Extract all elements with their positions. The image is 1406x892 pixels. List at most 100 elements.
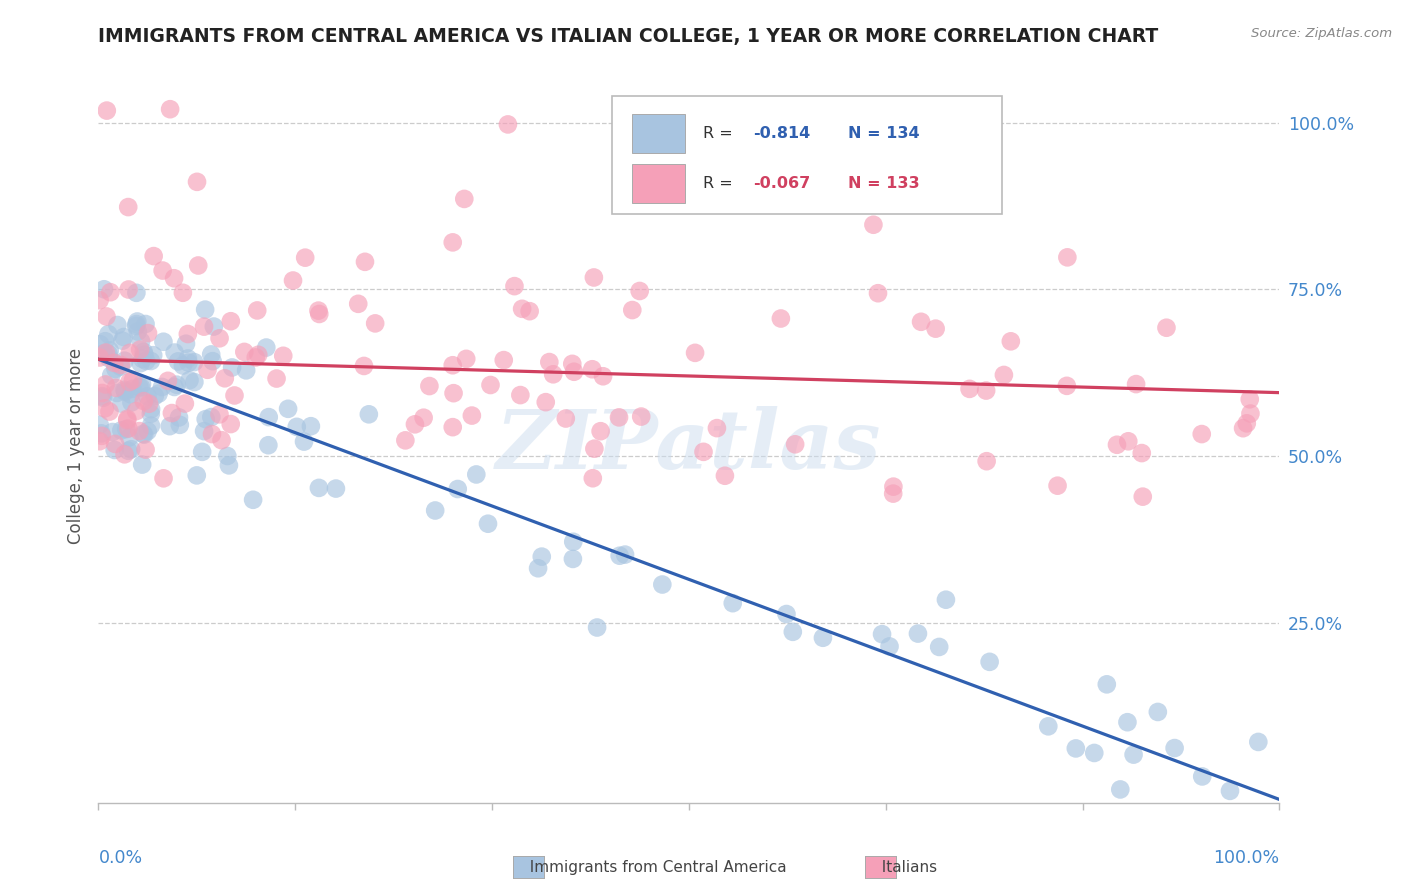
Point <box>111 334 134 348</box>
Point <box>115 422 138 436</box>
Point <box>127 325 149 339</box>
Point <box>129 356 152 370</box>
Point <box>104 437 127 451</box>
Point <box>447 482 470 496</box>
Point <box>117 412 139 426</box>
Point <box>94 334 117 349</box>
Point <box>418 379 440 393</box>
Point <box>131 458 153 472</box>
Point <box>443 386 465 401</box>
Point <box>589 424 612 438</box>
Point <box>1116 434 1139 449</box>
Point <box>152 471 174 485</box>
Point <box>152 263 174 277</box>
Point <box>364 317 387 331</box>
Point <box>607 410 630 425</box>
Point <box>294 251 316 265</box>
Point <box>592 369 614 384</box>
Point <box>866 286 889 301</box>
Point <box>503 279 526 293</box>
Point <box>582 270 605 285</box>
Text: Source: ZipAtlas.com: Source: ZipAtlas.com <box>1251 27 1392 40</box>
Point <box>208 331 231 345</box>
Point <box>441 420 464 434</box>
Point <box>131 376 153 391</box>
Point <box>979 655 1001 669</box>
Point <box>118 375 141 389</box>
Point <box>1105 438 1128 452</box>
Point <box>183 375 205 389</box>
Point <box>1239 407 1261 421</box>
Text: N = 133: N = 133 <box>848 176 920 191</box>
Point <box>1163 741 1185 756</box>
Point <box>101 425 124 439</box>
Point <box>1056 379 1078 393</box>
Point <box>235 363 257 377</box>
Point <box>96 310 118 324</box>
Point <box>862 218 884 232</box>
Point <box>200 347 222 361</box>
Point <box>89 293 111 308</box>
Point <box>93 346 115 360</box>
Point <box>254 341 277 355</box>
Point <box>194 412 217 426</box>
Point <box>114 384 136 399</box>
Point <box>186 175 208 189</box>
Point <box>630 409 652 424</box>
FancyBboxPatch shape <box>612 96 1002 214</box>
Point <box>217 449 239 463</box>
Point <box>104 362 127 376</box>
Point <box>202 319 225 334</box>
Point <box>150 380 173 394</box>
Point <box>97 347 120 361</box>
Text: IMMIGRANTS FROM CENTRAL AMERICA VS ITALIAN COLLEGE, 1 YEAR OR MORE CORRELATION C: IMMIGRANTS FROM CENTRAL AMERICA VS ITALI… <box>98 27 1159 45</box>
Point <box>1232 421 1254 435</box>
Point <box>90 429 112 443</box>
Point <box>441 235 464 250</box>
Point <box>651 577 673 591</box>
Point <box>928 640 950 654</box>
Point <box>1191 427 1213 442</box>
Text: -0.814: -0.814 <box>752 126 810 141</box>
Point <box>782 624 804 639</box>
Point <box>477 516 499 531</box>
Point <box>191 445 214 459</box>
Point <box>125 317 148 331</box>
Point <box>114 353 136 368</box>
Point <box>139 418 162 433</box>
Point <box>218 458 240 473</box>
Point <box>120 387 142 401</box>
Point <box>404 417 426 432</box>
Point <box>785 437 807 451</box>
Point <box>163 380 186 394</box>
Point <box>107 318 129 332</box>
Point <box>97 327 120 342</box>
Point <box>562 534 585 549</box>
Point <box>510 301 533 316</box>
Point <box>1056 251 1078 265</box>
Point <box>257 438 280 452</box>
Point <box>136 389 159 403</box>
Point <box>104 381 127 395</box>
Point <box>1191 769 1213 783</box>
Point <box>219 417 242 431</box>
Point <box>292 434 315 449</box>
Point <box>974 384 997 398</box>
Point <box>179 373 201 387</box>
Point <box>879 640 901 654</box>
Point <box>166 377 188 392</box>
Point <box>277 401 299 416</box>
Point <box>148 386 170 401</box>
Point <box>94 401 117 416</box>
Point <box>139 402 162 417</box>
Point <box>118 346 141 360</box>
Point <box>131 351 153 366</box>
Point <box>97 351 120 365</box>
FancyBboxPatch shape <box>633 114 685 153</box>
Point <box>114 447 136 461</box>
Point <box>910 315 932 329</box>
Point <box>935 592 957 607</box>
Point <box>134 427 156 442</box>
Point <box>159 419 181 434</box>
Point <box>354 255 377 269</box>
